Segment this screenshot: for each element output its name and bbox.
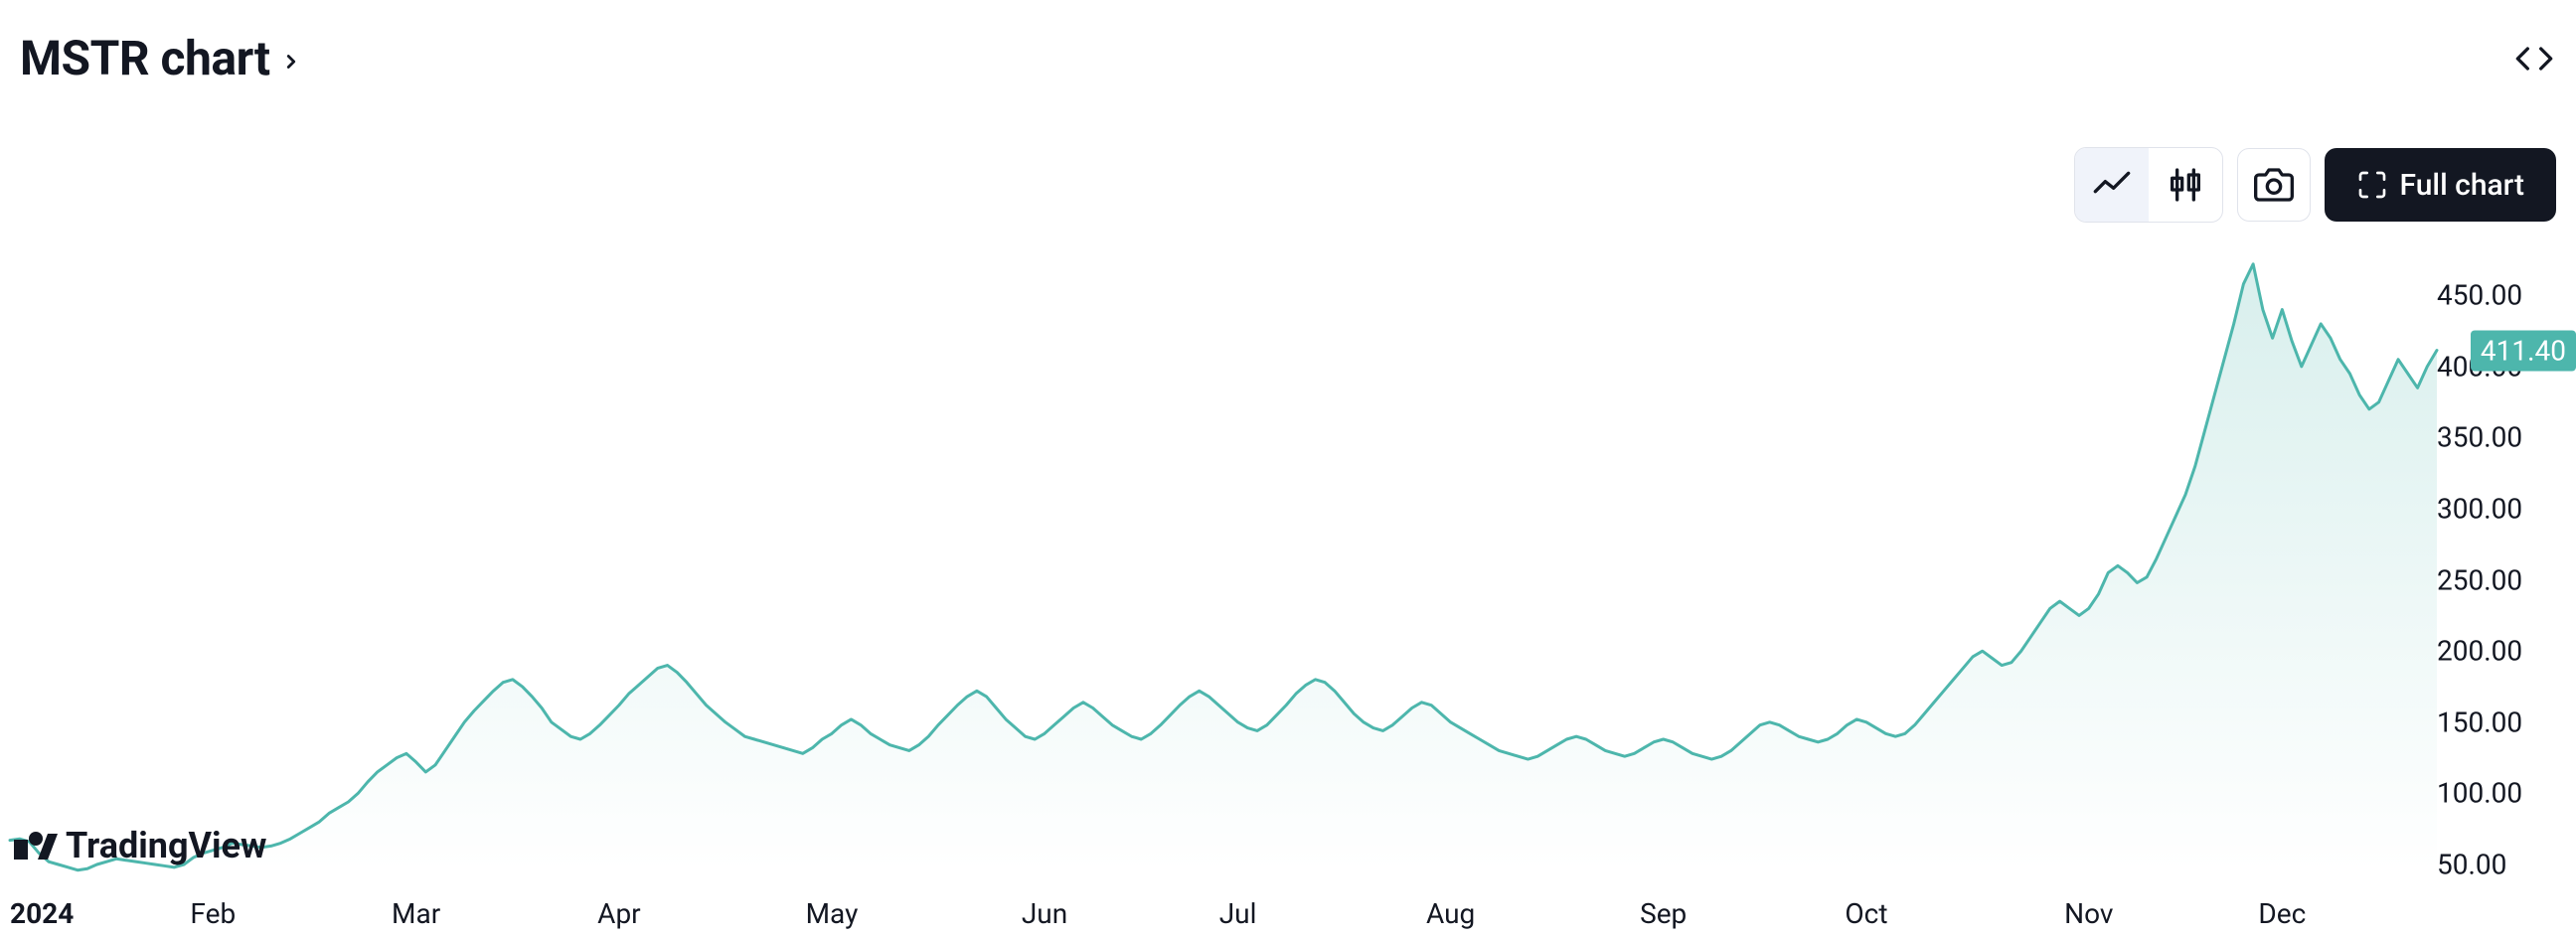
- chart-area[interactable]: 50.00 100.00 150.00 200.00 250.00 300.00 350.0…: [0, 0, 2576, 940]
- tradingview-logo[interactable]: TradingView: [14, 825, 266, 866]
- x-tick-label: Sep: [1640, 897, 1687, 930]
- x-tick-label: Jul: [1219, 897, 1257, 930]
- y-tick-label: 200.00: [2437, 635, 2522, 668]
- x-tick-label: Dec: [2258, 897, 2306, 930]
- x-tick-label: May: [806, 897, 859, 930]
- y-tick-label: 300.00: [2437, 493, 2522, 526]
- x-tick-label: Nov: [2064, 897, 2113, 930]
- y-tick-label: 450.00: [2437, 279, 2522, 312]
- price-line-plot: [0, 0, 2576, 940]
- x-tick-label: Oct: [1845, 897, 1887, 930]
- y-tick-label: 250.00: [2437, 563, 2522, 596]
- tradingview-mark-icon: [14, 832, 58, 860]
- x-tick-label: Jun: [1022, 897, 1067, 930]
- x-tick-label: 2024: [10, 897, 74, 930]
- x-axis: 2024 Feb Mar Apr May Jun Jul Aug Sep Oct Nov Dec: [0, 880, 2437, 940]
- y-tick-label: 50.00: [2437, 849, 2506, 881]
- x-tick-label: Apr: [597, 897, 640, 930]
- y-tick-label: 350.00: [2437, 421, 2522, 454]
- y-axis: 50.00 100.00 150.00 200.00 250.00 300.00 350.0…: [2437, 0, 2576, 940]
- y-tick-label: 150.00: [2437, 705, 2522, 738]
- x-tick-label: Aug: [1426, 897, 1475, 930]
- y-tick-label: 100.00: [2437, 777, 2522, 810]
- x-tick-label: Feb: [190, 897, 236, 930]
- current-price-badge: 411.40: [2471, 330, 2576, 371]
- x-tick-label: Mar: [392, 897, 440, 930]
- tradingview-label: TradingView: [66, 825, 266, 866]
